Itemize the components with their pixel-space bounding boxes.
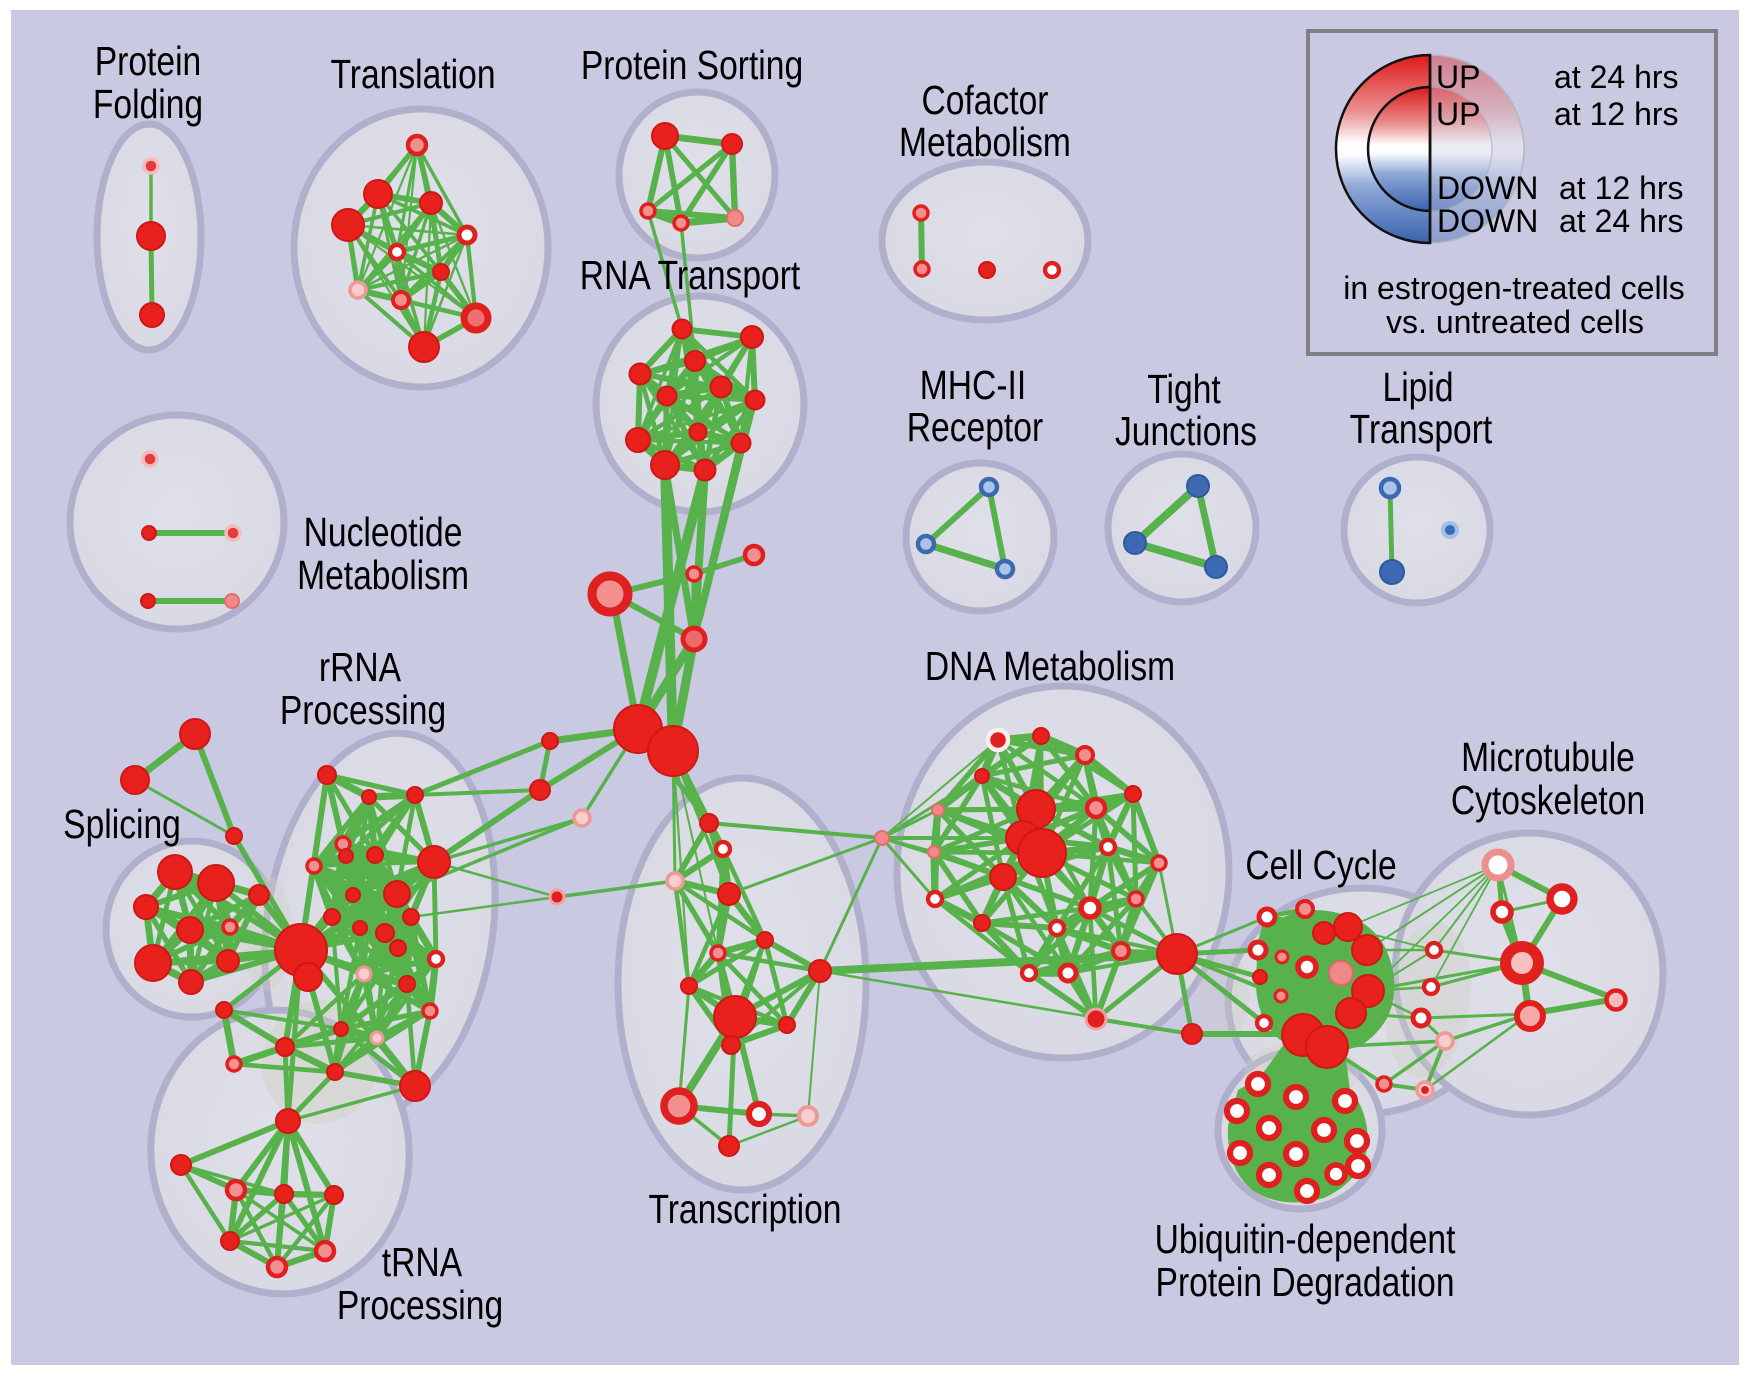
svg-text:at 24 hrs: at 24 hrs [1554,59,1679,95]
svg-text:Cell Cycle: Cell Cycle [1245,842,1396,888]
svg-text:at 12 hrs: at 12 hrs [1554,96,1679,132]
svg-text:vs. untreated cells: vs. untreated cells [1386,304,1644,340]
svg-text:Junctions: Junctions [1115,408,1257,454]
svg-text:Cytoskeleton: Cytoskeleton [1451,777,1645,823]
svg-text:Processing: Processing [337,1282,503,1328]
svg-text:Protein: Protein [95,38,202,84]
svg-text:at 12 hrs: at 12 hrs [1559,170,1684,206]
svg-text:Tight: Tight [1147,366,1221,412]
svg-text:DNA Metabolism: DNA Metabolism [925,643,1175,689]
svg-text:Protein Sorting: Protein Sorting [581,42,803,88]
svg-text:DOWN: DOWN [1437,203,1538,239]
svg-text:Splicing: Splicing [63,801,181,847]
svg-text:Receptor: Receptor [907,404,1043,450]
svg-text:Nucleotide: Nucleotide [304,509,463,555]
svg-text:Lipid: Lipid [1383,364,1454,410]
svg-text:UP: UP [1436,96,1480,132]
svg-text:RNA Transport: RNA Transport [580,252,801,298]
svg-text:Metabolism: Metabolism [899,119,1071,165]
svg-text:rRNA: rRNA [319,644,401,690]
svg-text:Transcription: Transcription [648,1186,841,1232]
svg-text:Microtubule: Microtubule [1461,734,1635,780]
svg-text:Translation: Translation [331,51,496,97]
svg-text:Processing: Processing [280,687,446,733]
svg-text:at 24 hrs: at 24 hrs [1559,203,1684,239]
svg-text:Transport: Transport [1350,406,1493,452]
svg-text:MHC-II: MHC-II [920,362,1026,408]
svg-text:in estrogen-treated cells: in estrogen-treated cells [1343,270,1685,306]
svg-text:Folding: Folding [93,81,203,127]
svg-text:tRNA: tRNA [382,1239,462,1285]
svg-text:UP: UP [1436,59,1480,95]
svg-text:DOWN: DOWN [1437,170,1538,206]
svg-text:Ubiquitin-dependent: Ubiquitin-dependent [1155,1216,1456,1262]
svg-text:Metabolism: Metabolism [297,552,469,598]
svg-text:Cofactor: Cofactor [921,77,1048,123]
svg-text:Protein Degradation: Protein Degradation [1156,1259,1455,1305]
